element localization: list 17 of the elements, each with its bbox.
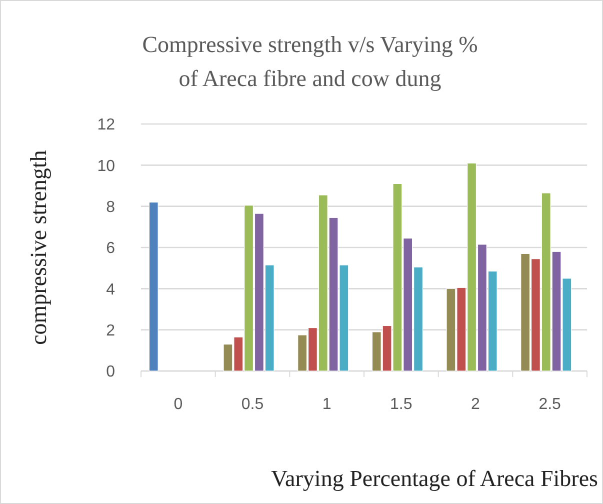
x-tick-label: 2 (471, 396, 480, 413)
y-tick-label: 6 (106, 240, 116, 258)
y-axis-title: compressive strength (26, 150, 51, 345)
y-tick-label: 10 (97, 158, 116, 175)
x-axis-title: Varying Percentage of Areca Fibres (271, 466, 598, 491)
y-tick-label: 8 (106, 198, 116, 216)
x-tick-label: 1.5 (390, 396, 412, 413)
y-tick-label: 12 (97, 116, 116, 134)
x-tick-label: 2.5 (538, 396, 562, 413)
x-tick-label: 0.5 (241, 396, 264, 413)
chart-title: Compressive strength v/s Varying % of Areca fibre and cow dung (142, 32, 478, 91)
y-tick-label: 0 (106, 364, 116, 381)
bar (148, 202, 158, 372)
x-tick-label: 1 (322, 396, 332, 413)
y-tick-label: 4 (106, 281, 116, 298)
x-tick-label: 0 (174, 396, 183, 413)
y-tick-label: 2 (106, 322, 116, 340)
